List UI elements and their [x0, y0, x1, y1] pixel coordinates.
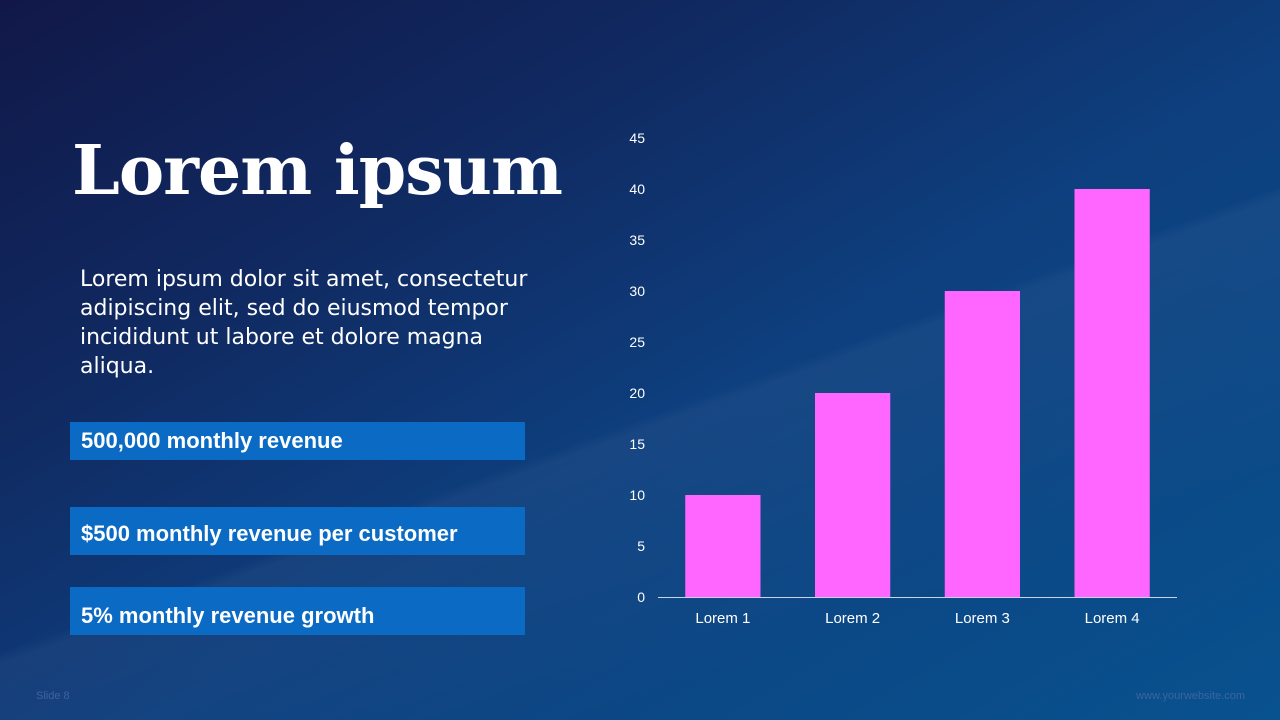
x-tick-label: Lorem 4 — [1085, 610, 1140, 627]
stat-box-revenue-per-customer: $500 monthly revenue per customer — [70, 507, 525, 555]
body-paragraph: Lorem ipsum dolor sit amet, consectetur … — [80, 267, 528, 379]
y-tick-label: 5 — [637, 538, 645, 554]
stat-label-revenue-per-customer: $500 monthly revenue per customer — [81, 521, 458, 546]
bar-lorem-3 — [944, 291, 1021, 597]
y-tick-label: 0 — [637, 589, 645, 605]
stat-label-revenue-growth: 5% monthly revenue growth — [81, 603, 375, 628]
y-tick-label: 40 — [629, 181, 645, 197]
slide-number: Slide 8 — [36, 690, 70, 702]
bar-lorem-1 — [685, 495, 761, 597]
y-tick-label: 30 — [629, 283, 645, 299]
y-tick-label: 20 — [629, 385, 645, 401]
y-tick-label: 35 — [629, 232, 645, 248]
stat-box-revenue: 500,000 monthly revenue — [70, 422, 525, 460]
x-tick-label: Lorem 2 — [825, 610, 880, 627]
stat-label-revenue: 500,000 monthly revenue — [81, 428, 343, 453]
x-tick-label: Lorem 1 — [695, 610, 750, 627]
y-tick-label: 15 — [629, 436, 645, 452]
y-tick-label: 25 — [629, 334, 645, 350]
bar-lorem-4 — [1074, 189, 1150, 597]
x-tick-label: Lorem 3 — [955, 610, 1010, 627]
bar-chart: 0 5 10 15 20 25 30 35 40 45 Lorem 1 Lorem 2 Lorem 3 L… — [629, 130, 1177, 627]
bar-lorem-2 — [814, 393, 891, 597]
y-tick-label: 45 — [629, 130, 645, 146]
website-url: www.yourwebsite.com — [1136, 690, 1245, 702]
y-tick-label: 10 — [629, 487, 645, 503]
slide-title: Lorem ipsum — [72, 131, 563, 211]
stat-box-revenue-growth: 5% monthly revenue growth — [70, 587, 525, 635]
